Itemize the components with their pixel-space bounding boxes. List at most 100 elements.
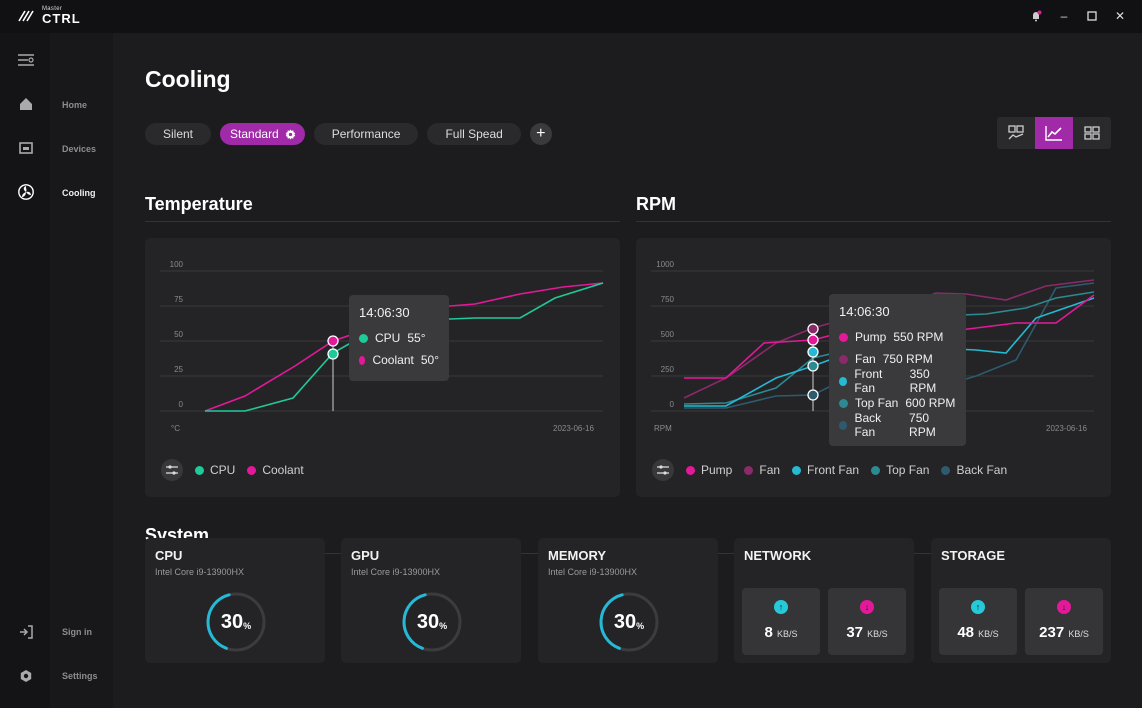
tooltip-value: 550 RPM (893, 330, 944, 344)
top-fan-dot-icon (871, 465, 881, 475)
maximize-icon[interactable] (1084, 8, 1100, 24)
view-grid-icon[interactable] (1073, 117, 1111, 149)
legend-cpu[interactable]: CPU (195, 463, 235, 477)
gpu-card-subtitle: Intel Core i9-13900HX (351, 567, 441, 577)
storage-write: ↓ 237 KB/S (1025, 588, 1103, 655)
cpu-unit: % (243, 621, 252, 631)
legend-top-fan[interactable]: Top Fan (871, 463, 929, 477)
cooling-fan-icon[interactable] (17, 183, 35, 201)
view-summary-icon[interactable] (997, 117, 1035, 149)
tooltip-value: 600 RPM (905, 396, 956, 410)
series-marker (807, 323, 819, 335)
sign-in-icon[interactable] (17, 623, 35, 641)
legend-label: Pump (701, 463, 733, 477)
storage-card[interactable]: STORAGE ↑ 48 KB/S ↓ 237 KB/S (931, 538, 1111, 663)
front-fan-dot-icon (839, 376, 848, 386)
notification-bell-icon[interactable] (1028, 8, 1044, 24)
profile-silent-button[interactable]: Silent (145, 123, 212, 145)
icon-rail (0, 33, 50, 708)
front-fan-dot-icon (792, 465, 802, 475)
network-up-value: 8 (764, 624, 773, 641)
add-profile-button[interactable]: + (529, 123, 552, 145)
chart-settings-button[interactable] (161, 459, 183, 481)
pump-dot-icon (686, 465, 695, 475)
nav-settings[interactable]: Settings (62, 671, 98, 681)
close-icon[interactable]: ✕ (1114, 9, 1126, 23)
series-marker (807, 334, 819, 346)
logo-small-text: Master (42, 6, 63, 12)
profile-full-speed-button[interactable]: Full Spead (427, 123, 521, 145)
tooltip-label: Pump (855, 330, 887, 344)
gpu-gauge-value: 30% (400, 590, 464, 654)
download-arrow-icon: ↓ (860, 600, 874, 614)
settings-gear-icon[interactable] (17, 667, 35, 685)
tooltip-label: Back Fan (854, 411, 882, 439)
storage-down-unit: KB/S (1068, 629, 1089, 639)
memory-gauge-value: 30% (597, 590, 661, 654)
network-down-value: 37 (846, 624, 863, 641)
legend-label: Top Fan (886, 463, 930, 477)
menu-collapse-icon[interactable] (17, 51, 35, 69)
network-card[interactable]: NETWORK ↑ 8 KB/S ↓ 37 KB/S (734, 538, 914, 663)
gpu-card[interactable]: GPU Intel Core i9-13900HX 30% (341, 538, 521, 663)
series-marker (807, 360, 819, 372)
memory-card[interactable]: MEMORY Intel Core i9-13900HX 30% (538, 538, 718, 663)
network-card-title: NETWORK (744, 548, 812, 563)
cpu-card-subtitle: Intel Core i9-13900HX (155, 567, 245, 577)
rpm-legend: Pump Fan Front Fan Top Fan Back Fan (652, 459, 1007, 481)
nav-cooling[interactable]: Cooling (62, 188, 96, 198)
tooltip-label: Top Fan (855, 396, 899, 410)
temperature-divider (145, 221, 620, 222)
storage-up-unit: KB/S (978, 629, 999, 639)
legend-front-fan[interactable]: Front Fan (792, 463, 859, 477)
cpu-gauge (206, 592, 266, 652)
home-icon[interactable] (17, 95, 35, 113)
tooltip-value: 750 RPM (882, 352, 933, 366)
tooltip-label: Coolant (372, 353, 414, 367)
memory-gauge (599, 592, 659, 652)
nav-home[interactable]: Home (62, 100, 88, 110)
legend-label: CPU (210, 463, 236, 477)
gpu-card-title: GPU (351, 548, 380, 563)
devices-icon[interactable] (17, 139, 35, 157)
app-logo: Master CTRL (18, 6, 81, 25)
legend-coolant[interactable]: Coolant (247, 463, 304, 477)
nav-sign-in[interactable]: Sign in (62, 627, 92, 637)
tick-label: 1000 (656, 260, 674, 269)
tick-label: 25 (174, 365, 183, 374)
profile-performance-button[interactable]: Performance (313, 123, 419, 145)
fan-dot-icon (744, 465, 754, 475)
legend-fan[interactable]: Fan (744, 463, 780, 477)
view-line-chart-icon[interactable] (1035, 117, 1073, 149)
legend-pump[interactable]: Pump (686, 463, 732, 477)
tick-label: 75 (174, 295, 183, 304)
cpu-card[interactable]: CPU Intel Core i9-13900HX 30% (145, 538, 325, 663)
rpm-title: RPM (636, 194, 676, 214)
tooltip-row: Front Fan 350 RPM (839, 367, 956, 395)
tooltip-row: Pump 550 RPM (839, 326, 956, 348)
legend-back-fan[interactable]: Back Fan (941, 463, 1007, 477)
tooltip-value: 350 RPM (909, 367, 937, 395)
tooltip-value: 50° (420, 353, 439, 367)
minimize-icon[interactable]: – (1060, 9, 1068, 23)
legend-label: Fan (759, 463, 781, 477)
gear-icon[interactable] (285, 128, 296, 140)
fan-dot-icon (839, 354, 848, 364)
cpu-dot-icon (359, 333, 368, 343)
storage-down-value: 237 (1039, 624, 1065, 641)
tick-label: 50 (174, 330, 183, 339)
tooltip-row: CPU 55° (359, 327, 439, 349)
tooltip-row: Fan 750 RPM (839, 348, 956, 370)
rpm-chart-card: 1000 750 500 250 0 RPM 2023-06-16 14:06:30 P… (636, 238, 1111, 497)
series-marker (327, 335, 339, 347)
temperature-tooltip: 14:06:30 CPU 55° Coolant 50° (349, 295, 449, 381)
rpm-unit-label: RPM (654, 424, 672, 433)
cpu-value: 30 (220, 610, 244, 633)
profile-standard-button[interactable]: Standard (220, 123, 305, 145)
tooltip-value: 750 RPM (909, 411, 936, 439)
tooltip-value: 55° (407, 331, 426, 345)
nav-devices[interactable]: Devices (62, 144, 97, 154)
coolant-dot-icon (359, 355, 366, 365)
chart-settings-button[interactable] (652, 459, 674, 481)
tick-label: 0 (179, 400, 184, 409)
